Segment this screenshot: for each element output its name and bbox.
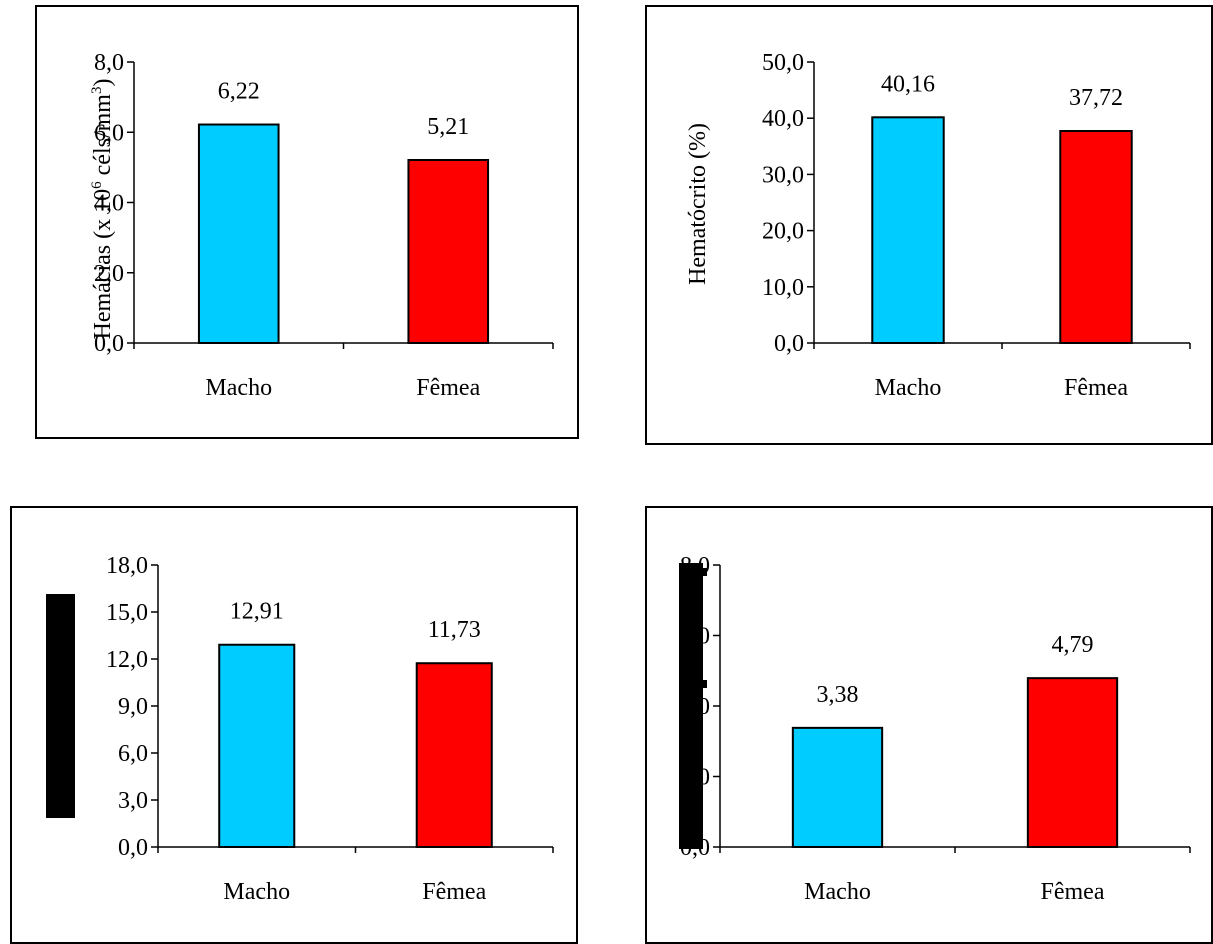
- bar-fmea: [415, 662, 493, 848]
- y-tick-label: 0,0: [118, 835, 148, 861]
- y-tick-label: 3,0: [118, 788, 148, 814]
- data-label: 6,22: [218, 79, 260, 105]
- data-label: 4,79: [1052, 632, 1094, 658]
- y-tick-label: 2,0: [94, 261, 124, 287]
- data-label: 11,73: [428, 617, 481, 643]
- y-axis-label: Hemácias (x 106 céls/mm3): [89, 79, 116, 340]
- bar-macho: [871, 116, 945, 344]
- y-axis-label-redaction: [46, 594, 75, 818]
- y-tick-label: 6,0: [94, 120, 124, 146]
- bar-macho: [791, 726, 884, 848]
- data-label: 37,72: [1069, 85, 1123, 111]
- y-tick-label: 8,0: [680, 553, 710, 579]
- x-category-label: Macho: [804, 879, 871, 905]
- y-tick-label: 0,0: [94, 331, 124, 357]
- x-category-label: Fêmea: [416, 375, 480, 401]
- y-tick-label: 20,0: [762, 219, 804, 245]
- y-tick-label: 4,0: [680, 694, 710, 720]
- y-tick-label: 9,0: [118, 694, 148, 720]
- y-tick-label: 10,0: [762, 275, 804, 301]
- y-tick-label: 40,0: [762, 106, 804, 132]
- chart-panel-hematocrito: Hematócrito (%) 0,0 10,0 20,0 30,0 40,0 50,0 4…: [645, 5, 1213, 445]
- y-tick-label: 12,0: [106, 647, 148, 673]
- y-axis-label-redaction: [679, 563, 707, 849]
- y-axis-label: Hematócrito (%): [685, 123, 711, 285]
- x-category-label: Macho: [875, 375, 942, 401]
- x-category-label: Macho: [223, 879, 290, 905]
- y-tick-label: 15,0: [106, 600, 148, 626]
- chart-svg-3: 0,0 3,0 6,0 9,0 12,0 15,0 18,0 12,91 Macho 11,73 F…: [46, 553, 554, 905]
- y-tick-label: 4,0: [94, 191, 124, 217]
- bar-fmea: [1026, 677, 1119, 848]
- x-category-label: Macho: [205, 375, 272, 401]
- y-tick-label: 8,0: [94, 50, 124, 76]
- bar-fmea: [407, 158, 490, 344]
- y-tick-label: 18,0: [106, 553, 148, 579]
- chart-panel-3: 0,0 3,0 6,0 9,0 12,0 15,0 18,0 12,91 Macho 11,73 F…: [10, 506, 578, 944]
- y-tick-label: 0,0: [680, 835, 710, 861]
- y-tick-label: 6,0: [680, 624, 710, 650]
- y-tick-label: 50,0: [762, 50, 804, 76]
- data-label: 5,21: [427, 114, 469, 140]
- data-label: 40,16: [881, 71, 935, 97]
- x-category-label: Fêmea: [1041, 879, 1105, 905]
- y-tick-label: 6,0: [118, 741, 148, 767]
- x-category-label: Fêmea: [1064, 375, 1128, 401]
- y-tick-label: 30,0: [762, 162, 804, 188]
- chart-svg-hemacias: Hemácias (x 106 céls/mm3) 0,0 2,0 4,0 6,0 8,…: [89, 50, 554, 401]
- bar-macho: [218, 643, 296, 848]
- chart-svg-hematocrito: Hematócrito (%) 0,0 10,0 20,0 30,0 40,0 50,0 4…: [685, 50, 1191, 401]
- bar-macho: [197, 123, 280, 344]
- chart-panel-hemacias: Hemácias (x 106 céls/mm3) 0,0 2,0 4,0 6,0 8,…: [35, 5, 579, 439]
- y-tick-label: 0,0: [774, 331, 804, 357]
- x-category-label: Fêmea: [422, 879, 486, 905]
- y-tick-label: 2,0: [680, 765, 710, 791]
- chart-panel-4: 0,0 2,0 4,0 6,0 8,0 3,38 Macho 4,79 Fêmea: [645, 506, 1213, 944]
- data-label: 12,91: [230, 599, 284, 625]
- bar-fmea: [1059, 130, 1133, 345]
- chart-svg-4: 0,0 2,0 4,0 6,0 8,0 3,38 Macho 4,79 Fêmea: [679, 553, 1191, 905]
- data-label: 3,38: [817, 682, 859, 708]
